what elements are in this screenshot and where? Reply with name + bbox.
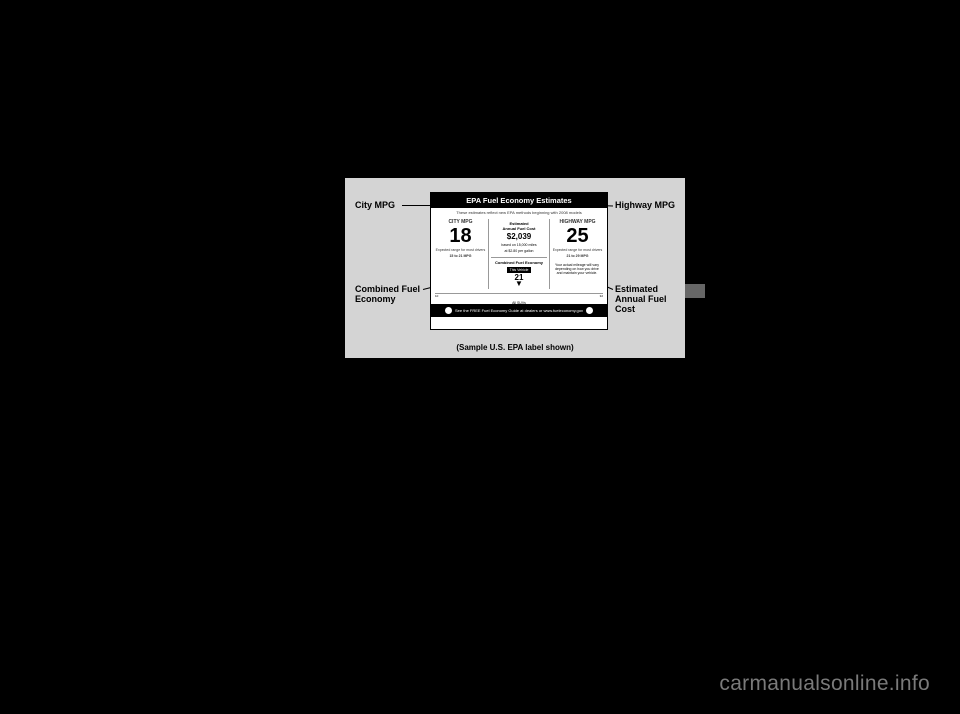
mileage-note: Your actual mileage will vary depending … xyxy=(553,263,601,276)
highway-mpg-column: HIGHWAY MPG 25 Expected range for most d… xyxy=(552,219,603,289)
scale-high: 32 xyxy=(600,294,603,299)
epa-footer: See the FREE Fuel Economy Guide at deale… xyxy=(431,304,607,317)
epa-columns: CITY MPG 18 Expected range for most driv… xyxy=(431,217,607,291)
cost-value: $2,039 xyxy=(491,232,547,241)
epa-header: EPA Fuel Economy Estimates xyxy=(431,193,607,208)
combined-label: Combined Fuel Economy xyxy=(491,257,547,265)
epa-label-panel: EPA Fuel Economy Estimates These estimat… xyxy=(430,192,608,330)
economy-scale: 10 32 xyxy=(435,293,603,299)
watermark: carmanualsonline.info xyxy=(719,672,930,696)
down-arrow-icon: ▼ xyxy=(491,282,547,287)
seal-icon xyxy=(586,307,593,314)
highway-range: 21 to 29 MPG xyxy=(552,254,603,258)
cost-column: Estimated Annual Fuel Cost $2,039 based … xyxy=(488,219,550,289)
city-range-text: Expected range for most drivers xyxy=(435,248,486,252)
sample-caption: (Sample U.S. EPA label shown) xyxy=(345,343,685,352)
callout-highway-mpg: Highway MPG xyxy=(615,200,675,210)
callout-combined-fuel-economy: Combined Fuel Economy xyxy=(355,284,425,304)
city-mpg-value: 18 xyxy=(435,226,486,246)
highway-mpg-value: 25 xyxy=(552,226,603,246)
epa-label-container: City MPG Highway MPG Combined Fuel Econo… xyxy=(345,178,685,358)
footer-text: See the FREE Fuel Economy Guide at deale… xyxy=(455,308,583,313)
city-range: 15 to 21 MPG xyxy=(435,254,486,258)
seal-icon xyxy=(445,307,452,314)
city-mpg-column: CITY MPG 18 Expected range for most driv… xyxy=(435,219,486,289)
scale-low: 10 xyxy=(435,294,438,299)
callout-estimated-annual-fuel-cost: Estimated Annual Fuel Cost xyxy=(615,284,685,314)
cost-basis2: at $2.80 per gallon xyxy=(491,249,547,253)
epa-subheader: These estimates reflect new EPA methods … xyxy=(431,208,607,217)
cost-label2: Annual Fuel Cost xyxy=(491,226,547,231)
callout-city-mpg: City MPG xyxy=(355,200,395,210)
cost-basis1: based on 15,000 miles xyxy=(491,243,547,247)
highway-range-text: Expected range for most drivers xyxy=(552,248,603,252)
